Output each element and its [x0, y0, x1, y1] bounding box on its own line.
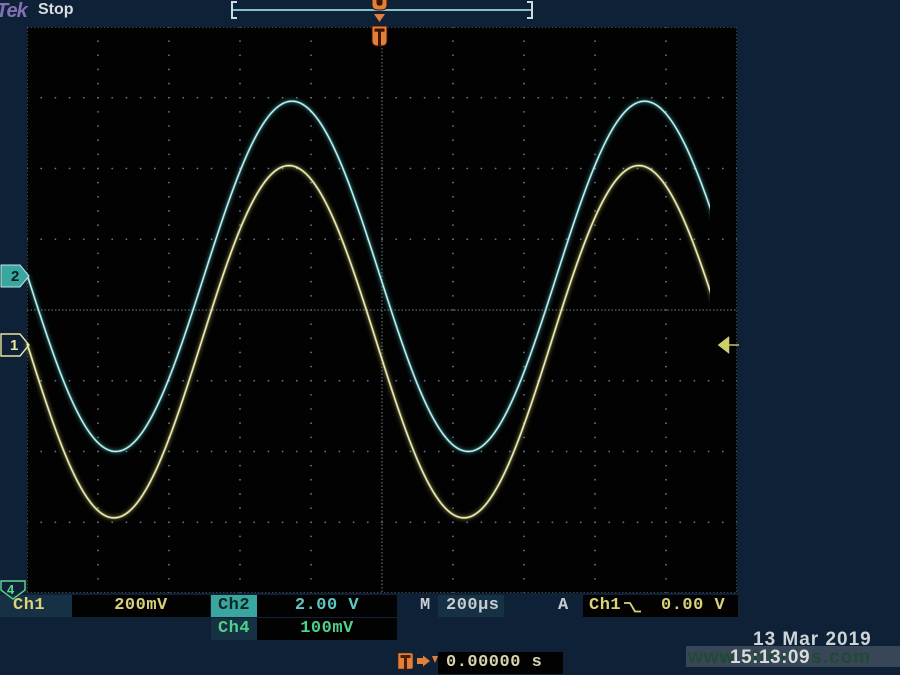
svg-text:4: 4 [7, 582, 15, 597]
svg-text:2: 2 [11, 268, 19, 285]
svg-text:1: 1 [10, 337, 18, 354]
